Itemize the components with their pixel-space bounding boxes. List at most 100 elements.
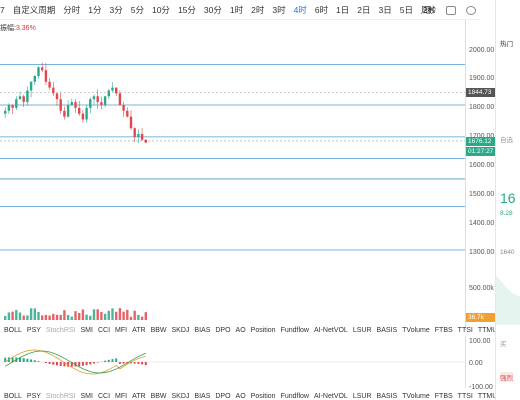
indicator-tab-ttmu[interactable]: TTMU — [477, 326, 498, 334]
volume-bar — [89, 315, 92, 320]
period-3[interactable]: 1分 — [88, 4, 102, 15]
indicator-tab-fundflow[interactable]: Fundflow — [280, 392, 309, 400]
price-axis-label: 1500.00 — [469, 191, 495, 198]
volume-bar — [48, 315, 51, 320]
countdown-tag: 01:27:27 — [466, 147, 496, 156]
indicator-tab-atr[interactable]: ATR — [132, 326, 146, 334]
price-axis-label: 500.00k — [469, 285, 494, 292]
panel-tab-favorites[interactable]: 自选 — [500, 137, 513, 144]
volume-bar — [26, 315, 29, 320]
volume-bar — [129, 316, 133, 320]
indicator-tab-tvolume[interactable]: TVolume — [402, 392, 430, 400]
indicator-tab-boll[interactable]: BOLL — [4, 326, 22, 334]
indicator-tab-smi[interactable]: SMI — [80, 392, 93, 400]
refresh-interval[interactable]: 2秒 — [422, 5, 436, 15]
period-14[interactable]: 1日 — [336, 4, 350, 15]
candle-body — [7, 105, 11, 111]
panel-title[interactable]: 热门 — [500, 41, 513, 48]
indicator-tab-ttmu[interactable]: TTMU — [477, 392, 498, 400]
volume-bar — [7, 312, 11, 320]
indicator-tab-ao[interactable]: AO — [235, 392, 246, 400]
indicator-tab-mfi[interactable]: MFI — [115, 326, 128, 334]
settings-icon[interactable] — [466, 5, 476, 15]
indicator-tab-position[interactable]: Position — [250, 392, 276, 400]
period-2[interactable]: 分时 — [63, 4, 81, 15]
indicator-tab-stochrsi[interactable]: StochRSI — [45, 326, 76, 334]
indicator-tab-smi[interactable]: SMI — [80, 326, 93, 334]
candle-body — [92, 96, 96, 100]
indicator-tab-skdj[interactable]: SKDJ — [171, 326, 190, 334]
candle-body — [133, 128, 136, 137]
price-axis-label: 1600.00 — [469, 162, 495, 169]
period-11[interactable]: 3时 — [272, 4, 286, 15]
indicator-tab-boll[interactable]: BOLL — [4, 392, 22, 400]
indicator-tab-bbw[interactable]: BBW — [150, 326, 167, 334]
indicator-tab-tvolume[interactable]: TVolume — [402, 326, 430, 334]
indicator-tab-bbw[interactable]: BBW — [150, 392, 167, 400]
candle-body — [52, 87, 55, 94]
indicator-line-fast — [4, 349, 146, 375]
period-5[interactable]: 5分 — [130, 4, 144, 15]
indicator-tab-dpo[interactable]: DPO — [215, 392, 231, 400]
volume-bar — [126, 309, 129, 320]
indicator-tab-cci[interactable]: CCI — [97, 326, 111, 334]
camera-icon[interactable] — [446, 5, 456, 15]
toolbar-right: 2秒 — [423, 4, 476, 16]
candlestick-chart[interactable] — [0, 20, 465, 320]
candle-body — [59, 99, 62, 111]
indicator-tab-ai-netvol[interactable]: AI-NetVOL — [313, 326, 348, 334]
volume-bar — [78, 313, 81, 320]
indicator-tab-ao[interactable]: AO — [235, 326, 246, 334]
indicator-tab-ai-netvol[interactable]: AI-NetVOL — [313, 392, 348, 400]
indicator-tab-psy[interactable]: PSY — [26, 392, 41, 400]
period-13[interactable]: 6时 — [314, 4, 329, 15]
indicator-tab-ftbs[interactable]: FTBS — [434, 392, 453, 400]
indicator-tab-bias[interactable]: BIAS — [194, 326, 211, 334]
indicator-tab-mfi[interactable]: MFI — [115, 392, 128, 400]
indicator-tab-fundflow[interactable]: Fundflow — [280, 326, 309, 334]
period-4[interactable]: 3分 — [109, 4, 123, 15]
indicator-line-slow — [5, 350, 146, 374]
candle-body — [111, 87, 114, 91]
volume-bar — [133, 310, 136, 320]
indicator-tab-lsur[interactable]: LSUR — [352, 392, 372, 400]
period-6[interactable]: 10分 — [151, 4, 170, 15]
amplitude-label: 振幅:3.36% — [0, 23, 36, 33]
period-toolbar: 7 自定义周期 分时 1分 3分 5分 10分 15分 30分 1时 2时 3时 4时 6时 1日 2日 3日 5… — [0, 0, 480, 20]
indicator-tab-ftbs[interactable]: FTBS — [434, 326, 453, 334]
indicator-tab-basis[interactable]: BASIS — [376, 326, 398, 334]
price-axis-label: 1800.00 — [469, 104, 495, 111]
period-7[interactable]: 15分 — [177, 4, 196, 15]
buy-button[interactable]: 买 — [500, 341, 507, 348]
indicator-tab-basis[interactable]: BASIS — [376, 392, 398, 400]
indicator-tab-ttsi[interactable]: TTSI — [457, 326, 473, 334]
indicator-hist-bar — [52, 362, 55, 365]
period-9[interactable]: 1时 — [229, 4, 244, 15]
period-12[interactable]: 4时 — [293, 4, 307, 15]
period-10[interactable]: 2时 — [251, 4, 265, 15]
indicator-tab-bias[interactable]: BIAS — [194, 392, 211, 400]
indicator-tab-psy[interactable]: PSY — [26, 326, 41, 334]
indicator-tab-position[interactable]: Position — [250, 326, 276, 334]
period-15[interactable]: 2日 — [357, 4, 371, 15]
indicator-tab-stochrsi[interactable]: StochRSI — [45, 392, 76, 400]
period-18[interactable]: 周K — [420, 4, 436, 15]
indicator-tab-dpo[interactable]: DPO — [215, 326, 231, 334]
period-1[interactable]: 自定义周期 — [12, 4, 56, 15]
indicator-tab-atr[interactable]: ATR — [132, 392, 146, 400]
indicator-tab-lsur[interactable]: LSUR — [352, 326, 372, 334]
macd-indicator-chart[interactable] — [0, 336, 465, 388]
volume-bar — [44, 314, 48, 320]
period-0[interactable]: 7 — [0, 4, 5, 15]
volume-bar — [81, 309, 85, 320]
panel-number: 1640 — [500, 249, 515, 256]
period-17[interactable]: 5日 — [399, 4, 413, 15]
period-16[interactable]: 3日 — [378, 4, 392, 15]
indicator-tab-ttsi[interactable]: TTSI — [457, 392, 473, 400]
price-axis-label: 1700.00 — [469, 133, 494, 140]
indicator-tab-skdj[interactable]: SKDJ — [171, 392, 190, 400]
candle-body — [41, 67, 44, 71]
indicator-tab-cci[interactable]: CCI — [97, 392, 111, 400]
indicator-hist-bar — [26, 358, 29, 362]
period-8[interactable]: 30分 — [203, 4, 222, 15]
